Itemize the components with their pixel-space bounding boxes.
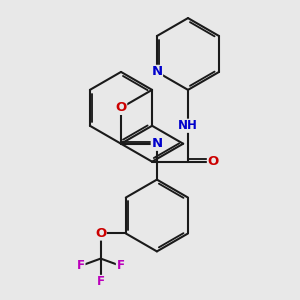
Text: F: F [116, 259, 124, 272]
Text: O: O [208, 155, 219, 168]
Text: F: F [97, 275, 105, 288]
Text: O: O [116, 101, 127, 114]
Text: F: F [77, 259, 85, 272]
Text: O: O [95, 227, 106, 240]
Text: N: N [151, 65, 163, 78]
Text: N: N [151, 137, 163, 150]
Text: NH: NH [178, 119, 198, 132]
